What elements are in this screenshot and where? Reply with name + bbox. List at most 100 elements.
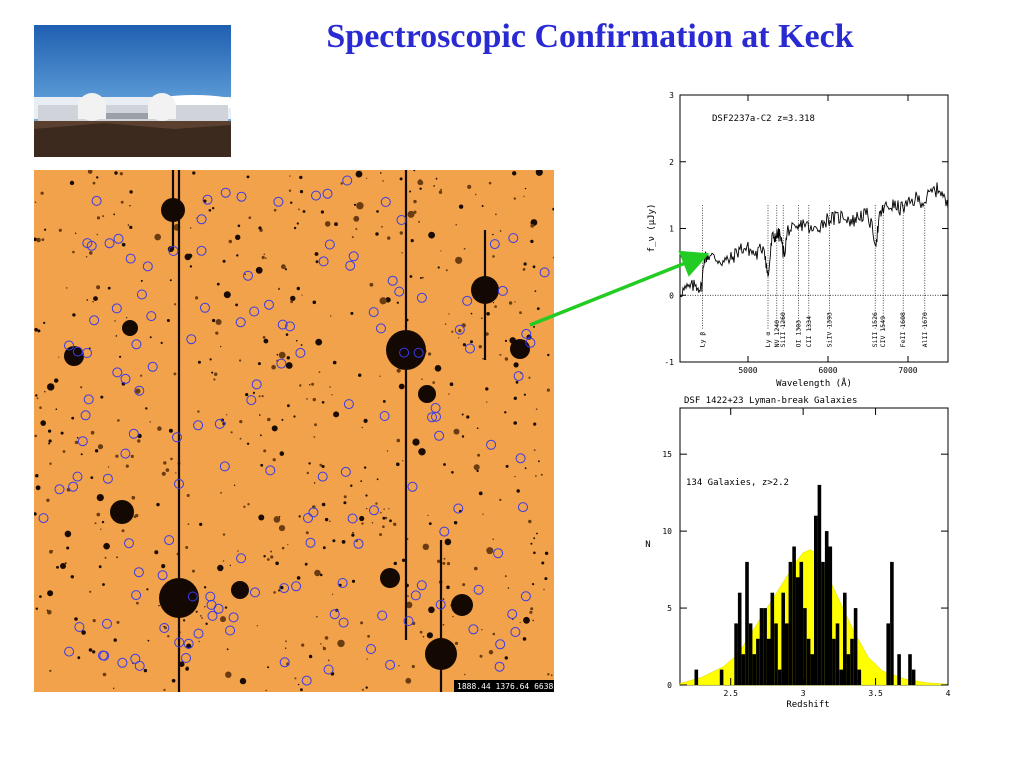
faint-source bbox=[214, 372, 218, 376]
candidate-circle bbox=[214, 418, 225, 429]
histogram-ylabel: N bbox=[645, 540, 650, 550]
faint-source bbox=[185, 667, 189, 671]
faint-source bbox=[93, 296, 98, 301]
faint-source bbox=[482, 358, 484, 360]
faint-source bbox=[220, 491, 223, 494]
faint-source bbox=[350, 311, 354, 315]
faint-source bbox=[446, 562, 451, 566]
faint-source bbox=[60, 563, 66, 569]
histogram-bar bbox=[799, 561, 804, 685]
faint-source bbox=[76, 436, 79, 439]
faint-source bbox=[299, 175, 303, 180]
faint-source bbox=[513, 197, 516, 200]
faint-source bbox=[473, 464, 480, 471]
faint-source bbox=[535, 170, 543, 176]
faint-source bbox=[100, 528, 102, 530]
x-tick-label: 7000 bbox=[898, 366, 917, 375]
faint-source bbox=[48, 439, 52, 443]
faint-source bbox=[265, 257, 267, 259]
faint-source bbox=[183, 619, 186, 622]
faint-source bbox=[246, 442, 250, 445]
faint-source bbox=[281, 418, 284, 421]
faint-source bbox=[396, 438, 401, 443]
candidate-circle bbox=[196, 214, 207, 225]
faint-source bbox=[406, 538, 409, 540]
candidate-circle bbox=[348, 251, 359, 262]
faint-source bbox=[440, 250, 442, 252]
faint-source bbox=[34, 434, 37, 438]
faint-source bbox=[519, 621, 521, 624]
faint-source bbox=[296, 222, 299, 225]
faint-source bbox=[486, 401, 488, 403]
candidate-circle bbox=[377, 610, 388, 621]
faint-source bbox=[343, 501, 347, 505]
faint-source bbox=[71, 416, 75, 420]
histogram-bar bbox=[785, 623, 789, 685]
histogram-bar bbox=[839, 669, 843, 685]
faint-source bbox=[314, 569, 321, 577]
faint-source bbox=[203, 586, 207, 589]
histogram-bar bbox=[756, 638, 760, 685]
faint-source bbox=[230, 431, 233, 434]
faint-source bbox=[396, 462, 400, 467]
faint-source bbox=[46, 498, 50, 502]
faint-source bbox=[547, 353, 550, 357]
faint-source bbox=[90, 430, 95, 435]
faint-source bbox=[380, 511, 382, 514]
faint-source bbox=[56, 565, 59, 569]
faint-source bbox=[536, 307, 540, 310]
faint-source bbox=[299, 190, 304, 194]
faint-source bbox=[292, 298, 295, 301]
faint-source bbox=[225, 671, 232, 678]
faint-source bbox=[448, 393, 450, 395]
candidate-circle bbox=[200, 302, 210, 313]
faint-source bbox=[271, 364, 276, 370]
faint-source bbox=[168, 428, 173, 433]
candidate-circle bbox=[147, 361, 158, 372]
faint-source bbox=[365, 686, 368, 689]
faint-source bbox=[396, 301, 399, 304]
faint-source bbox=[216, 282, 220, 286]
faint-source bbox=[533, 551, 536, 555]
faint-source bbox=[541, 561, 545, 565]
candidate-circle bbox=[376, 323, 386, 334]
faint-source bbox=[387, 236, 391, 240]
faint-source bbox=[470, 340, 473, 344]
faint-source bbox=[170, 457, 173, 461]
faint-source bbox=[363, 418, 368, 423]
faint-source bbox=[398, 383, 405, 390]
faint-source bbox=[262, 336, 266, 339]
faint-source bbox=[189, 265, 193, 268]
faint-source bbox=[70, 575, 74, 579]
faint-source bbox=[47, 609, 52, 615]
faint-source bbox=[34, 201, 37, 204]
candidate-circle bbox=[159, 623, 170, 633]
faint-source bbox=[74, 232, 77, 234]
faint-source bbox=[237, 224, 241, 228]
faint-source bbox=[192, 171, 196, 175]
candidate-circle bbox=[236, 553, 247, 564]
faint-source bbox=[324, 221, 331, 227]
faint-source bbox=[154, 550, 159, 555]
faint-source bbox=[504, 339, 508, 342]
faint-source bbox=[417, 179, 424, 186]
faint-source bbox=[492, 538, 495, 540]
faint-source bbox=[432, 381, 436, 384]
faint-source bbox=[300, 344, 303, 346]
faint-source bbox=[363, 466, 367, 469]
x-tick-label: 3.5 bbox=[868, 689, 883, 698]
faint-source bbox=[308, 654, 313, 659]
faint-source bbox=[329, 386, 331, 388]
candidate-circle bbox=[515, 453, 526, 464]
candidate-circle bbox=[202, 194, 213, 205]
faint-source bbox=[72, 250, 75, 254]
faint-source bbox=[88, 648, 93, 652]
candidate-circle bbox=[337, 578, 348, 588]
faint-source bbox=[62, 450, 66, 453]
faint-source bbox=[278, 351, 286, 359]
candidate-circle bbox=[64, 646, 75, 657]
faint-source bbox=[533, 449, 536, 451]
faint-source bbox=[140, 374, 143, 377]
faint-source bbox=[36, 397, 39, 400]
faint-source bbox=[192, 569, 195, 573]
